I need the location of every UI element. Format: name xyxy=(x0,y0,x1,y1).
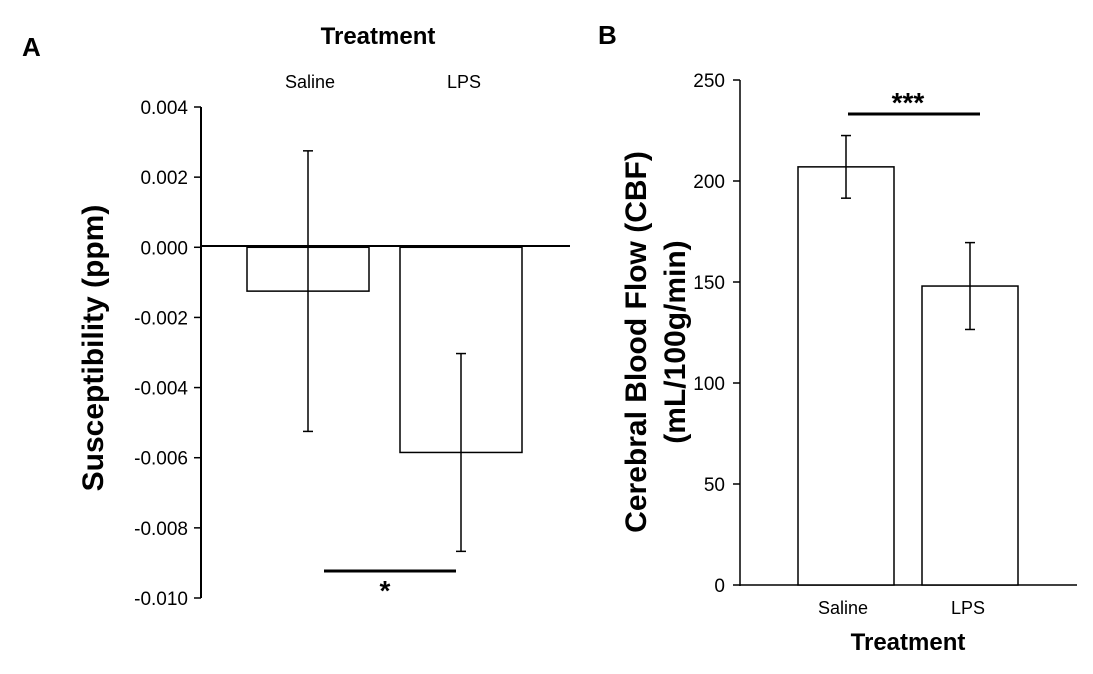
panel-a-errorbar-lps xyxy=(456,352,466,553)
panel-b-tick-label: 250 xyxy=(693,71,725,92)
panel-b-tick-label: 150 xyxy=(693,273,725,294)
panel-a-letter: A xyxy=(22,32,41,62)
panel-a-tick-label: -0.004 xyxy=(134,379,188,400)
panel-a-tick-label: -0.006 xyxy=(134,449,188,470)
panel-b-tick-label: 0 xyxy=(714,576,725,597)
panel-b-cat-lps: LPS xyxy=(951,598,985,618)
panel-a-tick-label: 0.002 xyxy=(140,168,188,189)
panel-a-ticks: 0.004 0.002 0.000 -0.002 -0.004 -0.006 -0.008 -… xyxy=(134,98,201,610)
panel-b-x-label: Treatment xyxy=(851,629,966,656)
panel-b: B Cerebral Blood Flow (CBF) (mL/100g/min… xyxy=(598,20,1077,656)
panel-a-cat-saline: Saline xyxy=(285,72,335,92)
panel-a: A Treatment Saline LPS Susceptibility (p… xyxy=(22,23,570,610)
panel-b-errorbar-lps xyxy=(965,241,975,331)
panel-a-y-label: Susceptibility (ppm) xyxy=(77,205,110,492)
panel-b-sig-marker: *** xyxy=(892,87,925,118)
panel-b-errorbar-saline xyxy=(841,134,851,199)
panel-a-top-title: Treatment xyxy=(321,23,436,50)
panel-a-sig-marker: * xyxy=(380,575,391,606)
panel-a-errorbar-saline xyxy=(303,150,313,433)
panel-b-y-label-line2: (mL/100g/min) xyxy=(659,240,692,443)
panel-a-tick-label: -0.002 xyxy=(134,308,188,329)
panel-b-letter: B xyxy=(598,20,617,50)
panel-a-tick-label: -0.010 xyxy=(134,589,188,610)
panel-b-bar-lps xyxy=(921,285,1019,586)
panel-b-ticks: 250 200 150 100 50 0 xyxy=(693,71,740,597)
panel-a-tick-label: -0.008 xyxy=(134,519,188,540)
panel-b-bar-saline xyxy=(797,166,895,586)
panel-a-tick-label: 0.004 xyxy=(140,98,188,119)
panel-a-tick-label: 0.000 xyxy=(140,238,188,259)
panel-b-cat-saline: Saline xyxy=(818,598,868,618)
panel-b-y-label-line1: Cerebral Blood Flow (CBF) xyxy=(620,151,653,533)
panel-b-tick-label: 200 xyxy=(693,172,725,193)
panel-a-cat-lps: LPS xyxy=(447,72,481,92)
panel-b-tick-label: 50 xyxy=(704,475,725,496)
panel-b-tick-label: 100 xyxy=(693,374,725,395)
